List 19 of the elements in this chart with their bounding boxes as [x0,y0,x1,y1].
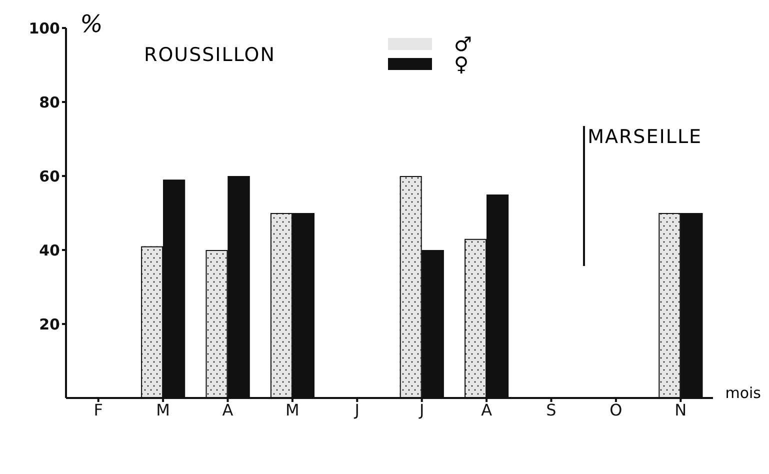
x-tick-label: A [481,400,492,420]
x-tick-label: M [156,400,170,420]
x-tick-label: J [354,400,360,420]
annotation: MARSEILLE [588,126,702,148]
x-tick-label: M [286,400,300,420]
x-tick-label: S [546,400,556,420]
y-tick-label: 60 [39,167,60,186]
x-axis-title: mois [725,384,761,402]
x-tick-label: F [94,400,103,420]
y-tick-label: 20 [39,315,60,334]
annotation: ROUSSILLON [144,44,276,66]
x-tick-label: J [418,400,424,420]
y-axis-title: % [80,10,103,38]
x-tick-label: A [222,400,234,420]
x-tick-label: O [610,400,622,420]
y-tick-label: 100 [28,19,60,38]
x-tick-label: N [674,400,687,420]
y-tick-label: 40 [39,241,60,260]
y-tick-label: 80 [39,93,60,112]
